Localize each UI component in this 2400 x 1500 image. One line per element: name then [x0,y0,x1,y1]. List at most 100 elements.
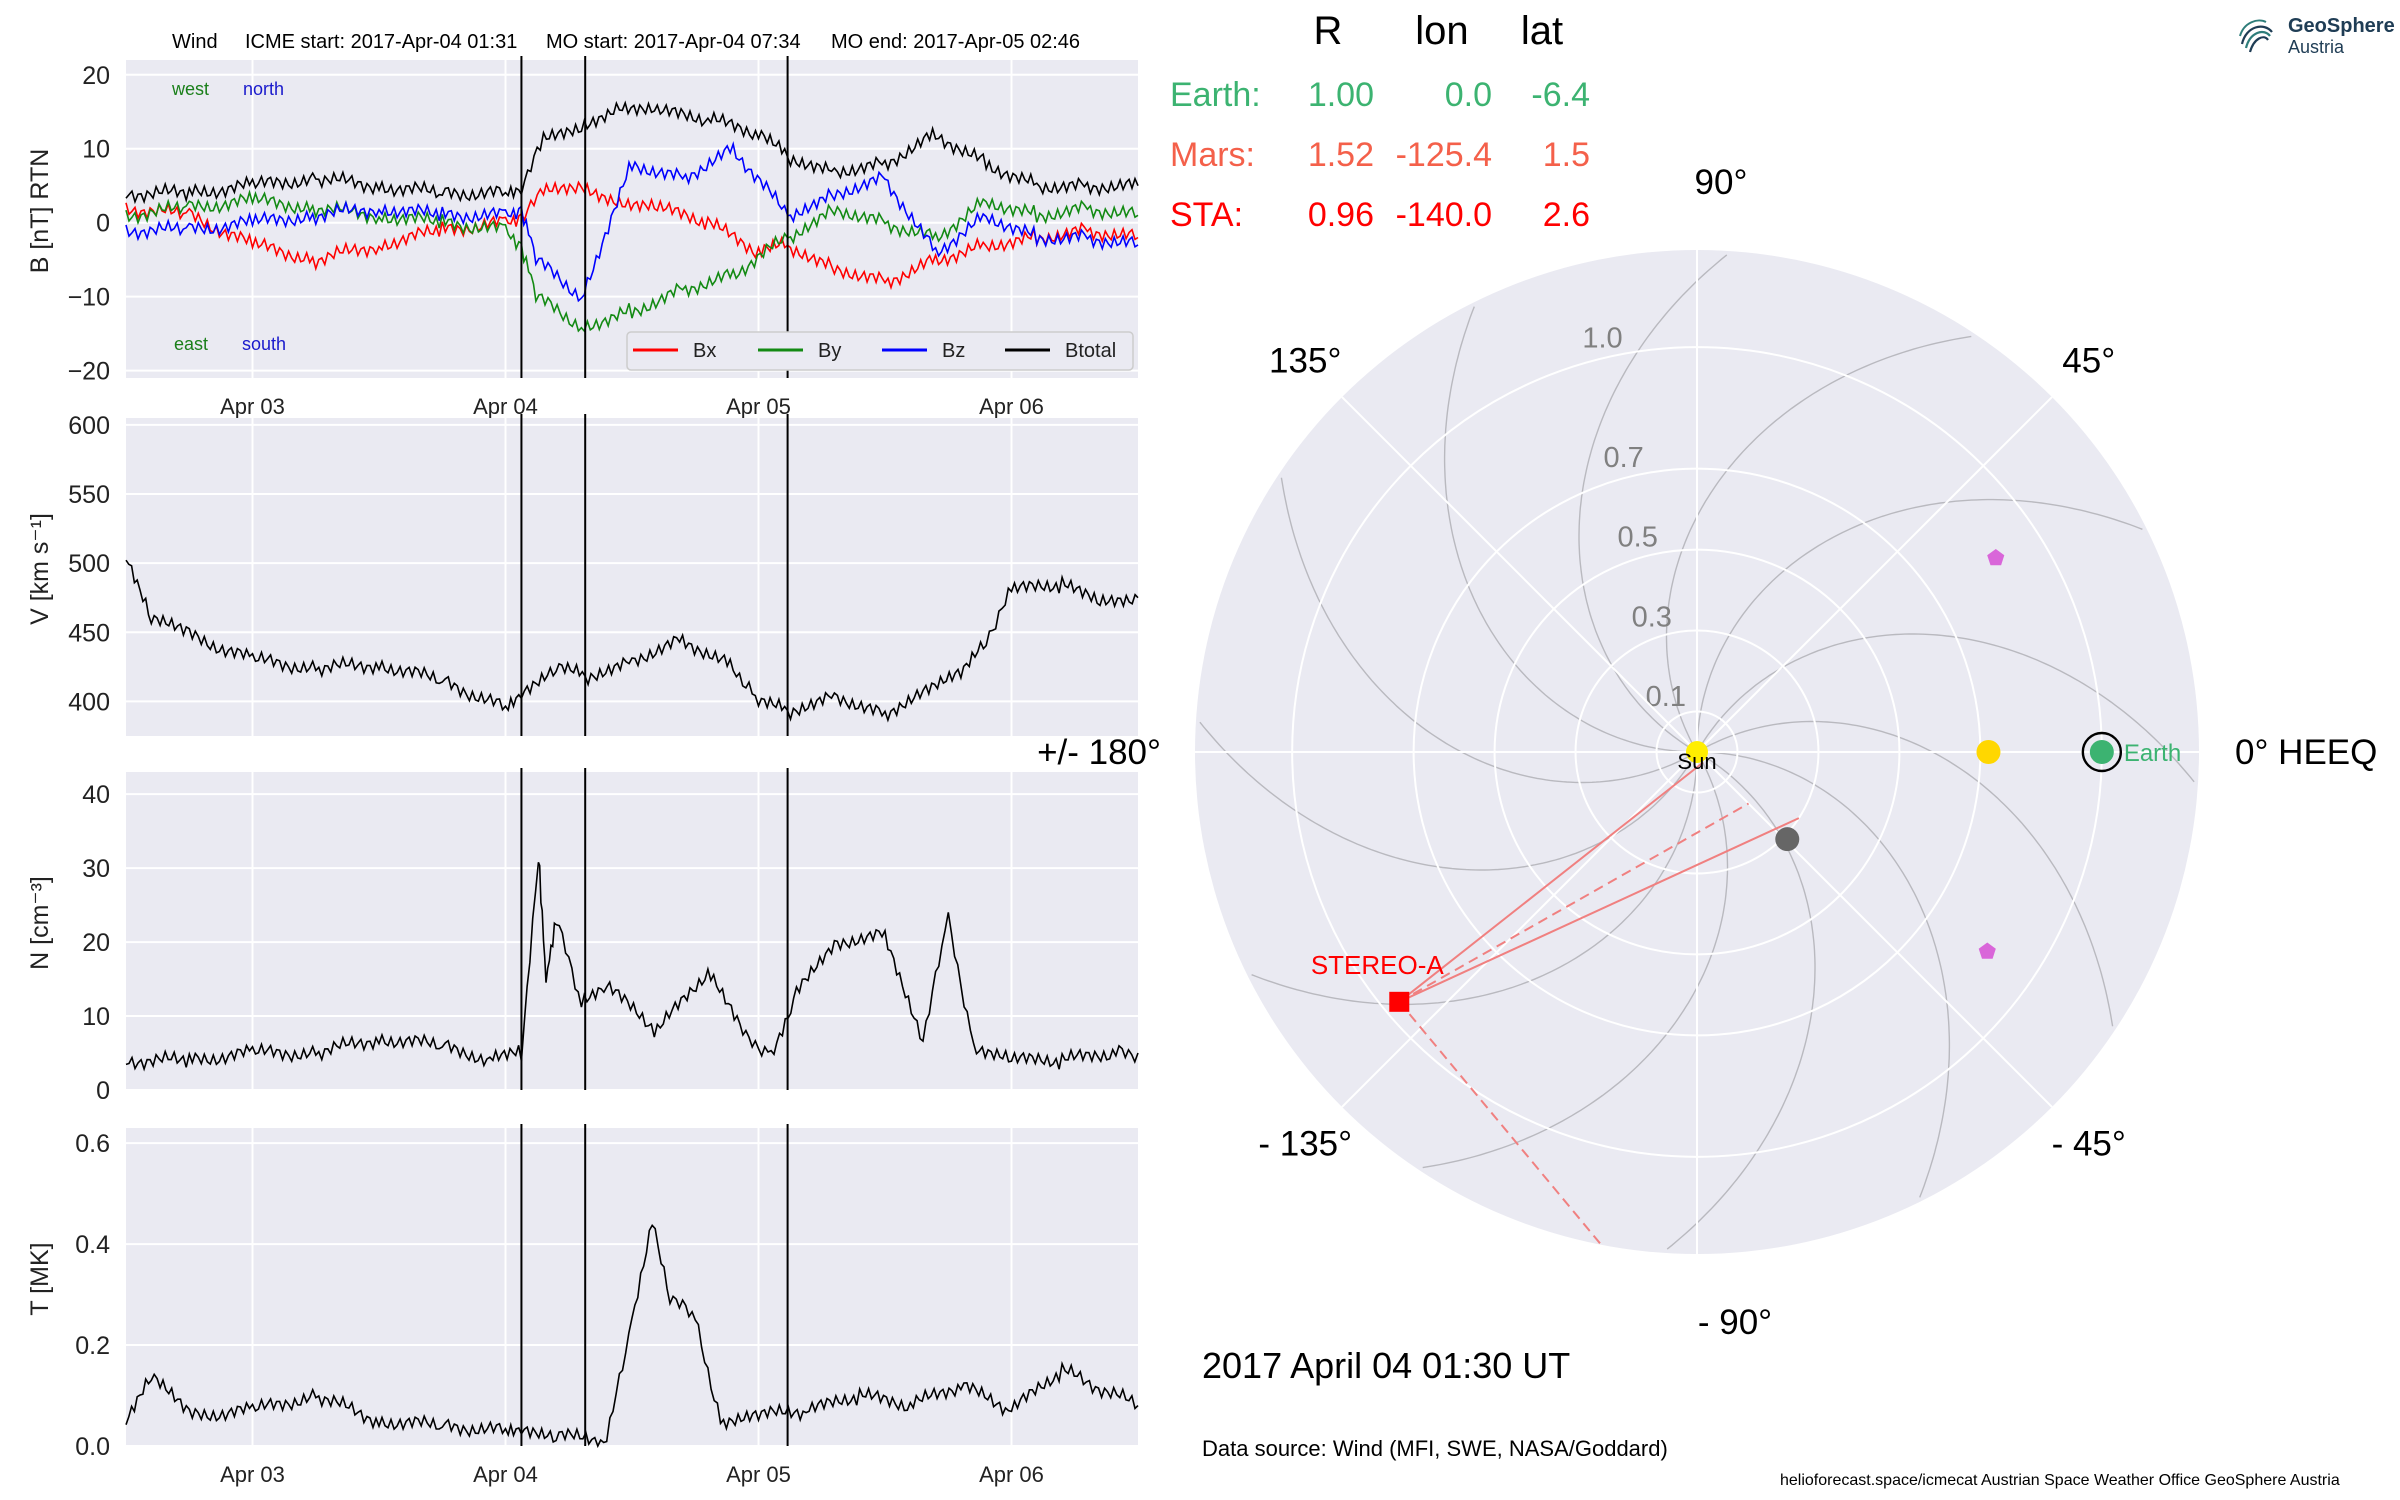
position-row-label: STA: [1170,196,1243,234]
position-table-svg: R lon lat Earth: 1.00 0.0 -6.4 Mars: 1.52 -125… [1170,9,1590,234]
annotation-west: west [171,79,209,99]
y-tick-label: 10 [82,136,110,164]
panel-header: Wind ICME start: 2017-Apr-04 01:31 MO st… [172,31,1080,53]
label-stereo-a: STEREO-A [1311,950,1445,980]
marker-stereo-a [1389,991,1410,1012]
x-tick-label: Apr 06 [979,394,1044,419]
y-axis-label: T [MK] [26,1242,54,1315]
angle-gridline [1696,751,2053,1108]
position-row-lat: 1.5 [1543,136,1590,174]
sta-view-line-dashed [1398,1001,1602,1246]
radial-tick-label: 0.3 [1632,601,1672,633]
angle-label: - 90° [1698,1303,1772,1342]
position-row-lat: 2.6 [1543,196,1590,234]
radial-tick-label: 0.5 [1618,522,1658,554]
geosphere-logo: GeoSphere Austria [2236,14,2395,60]
position-row-lon: -125.4 [1396,136,1492,174]
series-group [125,1224,1139,1449]
position-row-r: 1.00 [1308,76,1374,114]
polar-plot: 0.1 0.3 0.5 0.7 1.0 0° HEEQ 45° 90° 135° +/- 180°… [1037,163,2377,1342]
legend-label-By: By [818,340,841,362]
logo-subtitle: Austria [2288,37,2345,57]
y-tick-label: 450 [68,619,110,647]
credits-label: helioforecast.space/icmecat Austrian Spa… [1780,1472,2340,1489]
spiral-line [1703,720,2114,1027]
radial-tick-label: 0.1 [1646,681,1686,713]
logo-name: GeoSphere [2288,15,2395,37]
panel-background [126,418,1138,736]
y-tick-label: 0.4 [75,1231,110,1259]
series-group [125,100,1139,333]
annotation-north: north [243,79,284,99]
label-sun: Sun [1677,749,1716,774]
y-tick-label: −10 [68,284,110,312]
annotation-south: south [242,334,286,354]
marker-venus [1976,740,2001,764]
header-icme-start: ICME start: 2017-Apr-04 01:31 [245,31,517,53]
position-row-lon: -140.0 [1396,196,1492,234]
spiral-line [1705,751,1951,1198]
position-row-lat: -6.4 [1531,76,1590,114]
position-rows: Earth: 1.00 0.0 -6.4 Mars: 1.52 -125.4 1.5 STA: 0… [1170,76,1590,234]
position-row-label: Earth: [1170,76,1261,114]
annotation-east: east [174,334,208,354]
series-line-temperature [125,1224,1139,1449]
y-tick-label: 10 [82,1003,110,1031]
position-row-r: 0.96 [1308,196,1374,234]
col-header-lon: lon [1415,9,1468,53]
angle-gridline [1341,751,1698,1108]
spiral-line [1422,758,1729,1169]
x-tick-label: Apr 06 [979,1462,1044,1487]
x-tick-label: Apr 03 [220,394,285,419]
header-spacecraft: Wind [172,31,218,53]
sta-view-line-dashed [1398,802,1750,1003]
y-tick-label: 30 [82,855,110,883]
series-line-density [125,862,1139,1072]
spiral-line [1578,254,1728,749]
angle-label: 45° [2062,341,2115,380]
x-tick-label: Apr 05 [726,394,791,419]
panel-density: 0 10 20 30 40 N [cm⁻³] [26,768,1139,1105]
y-tick-label: 0.6 [75,1130,110,1158]
x-tick-label: Apr 03 [220,1462,285,1487]
sta-view-line [1398,817,1800,1003]
series-line-Bx [125,180,1139,291]
legend-label-Btotal: Btotal [1065,340,1116,362]
date-label: 2017 April 04 01:30 UT [1202,1345,1571,1386]
header-mo-end: MO end: 2017-Apr-05 02:46 [831,31,1080,53]
angle-label: 90° [1695,163,1748,202]
spiral-line [1443,306,1689,753]
x-tick-label: Apr 04 [473,1462,538,1487]
spiral-line [1251,760,1698,1006]
y-tick-label: 600 [68,412,110,440]
spiral-line [1666,755,1816,1250]
series-group [125,559,1139,723]
angle-gridline [1341,396,1698,753]
series-line-speed [125,559,1139,723]
y-tick-label: 0.0 [75,1433,110,1461]
label-earth: Earth [2124,740,2181,767]
header-mo-start: MO start: 2017-Apr-04 07:34 [546,31,801,53]
y-tick-label: 40 [82,781,110,809]
legend-label-Bz: Bz [942,340,965,362]
spiral-line [1280,477,1691,784]
series-line-By [125,189,1139,333]
y-tick-label: 550 [68,481,110,509]
angle-label: - 45° [2052,1125,2126,1164]
angle-gridline [1696,396,2053,753]
marker-sun [1686,741,1708,763]
radial-tick-label: 1.0 [1582,322,1622,354]
position-row-label: Mars: [1170,136,1255,174]
x-tick-label: Apr 04 [473,394,538,419]
radial-tick-label: 0.7 [1603,442,1643,474]
legend: Bx By Bz Btotal [626,331,1134,371]
spiral-line [1199,721,1694,871]
y-tick-label: 20 [82,929,110,957]
marker-mercury [1775,827,1800,852]
parker-spirals [1199,254,2195,1250]
marker-psp-1 [1987,549,2005,566]
y-tick-label: −20 [68,358,110,386]
col-header-lat: lat [1521,9,1563,53]
position-row-lon: 0.0 [1445,76,1492,114]
